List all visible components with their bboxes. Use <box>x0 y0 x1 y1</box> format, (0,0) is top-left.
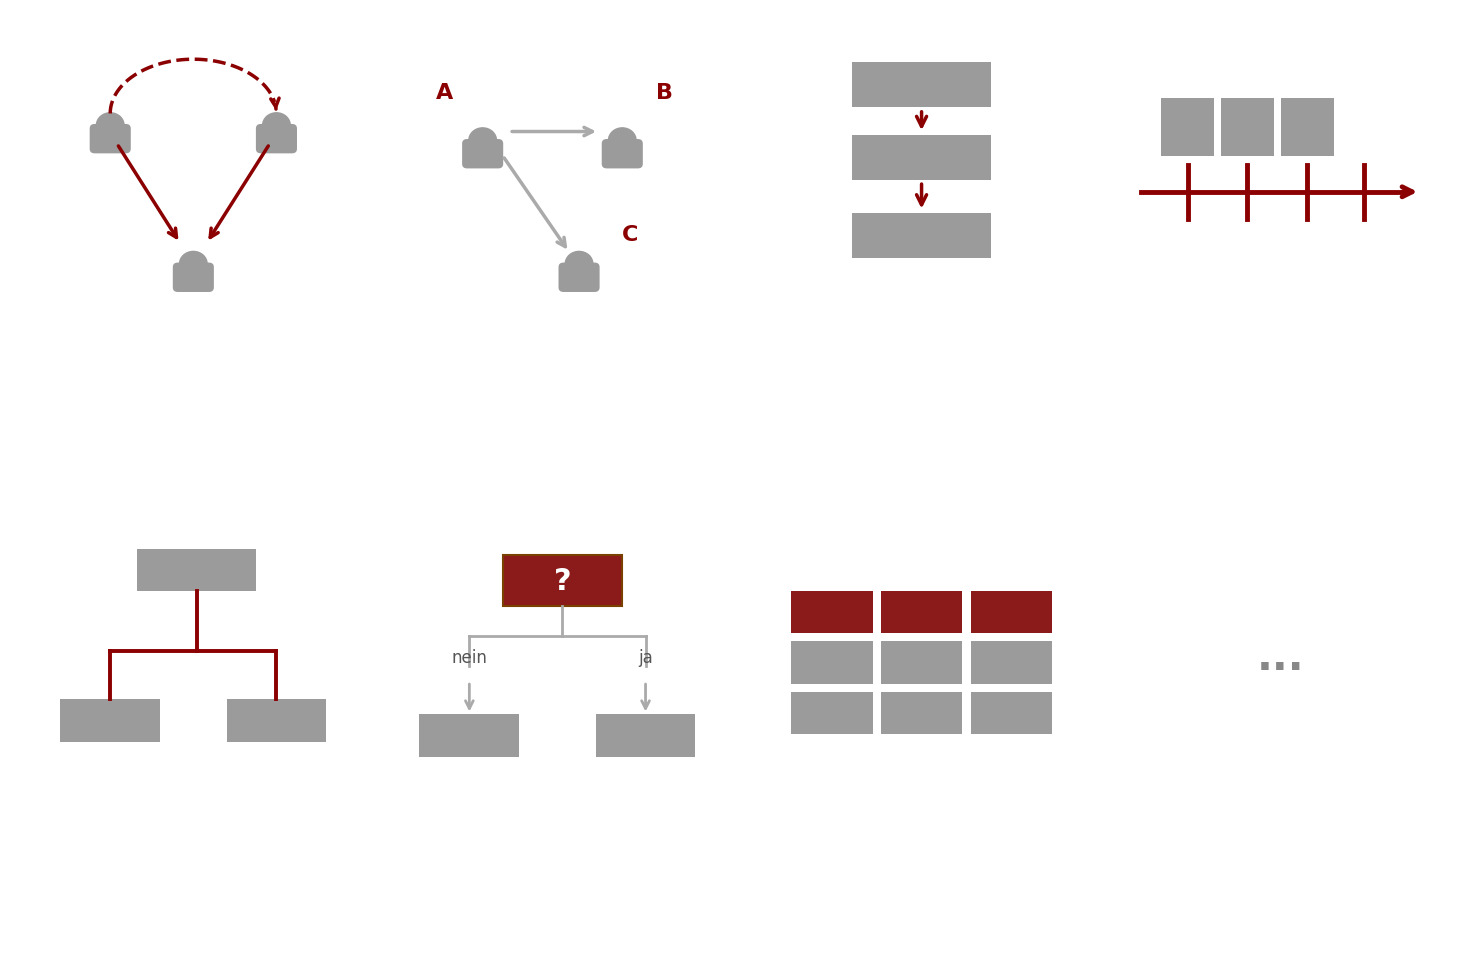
Circle shape <box>565 252 594 277</box>
FancyBboxPatch shape <box>791 591 873 633</box>
Text: B: B <box>656 84 672 103</box>
FancyBboxPatch shape <box>852 63 991 109</box>
FancyBboxPatch shape <box>137 549 257 591</box>
Text: Baumstrukturbild: Baumstrukturbild <box>86 860 321 884</box>
FancyBboxPatch shape <box>595 715 696 756</box>
FancyBboxPatch shape <box>601 140 643 169</box>
Text: Sachverhalts-
skizze: Sachverhalts- skizze <box>470 363 654 415</box>
Text: ?: ? <box>554 566 571 595</box>
Circle shape <box>180 252 208 277</box>
FancyBboxPatch shape <box>881 591 962 633</box>
Text: Entscheidungs-
diagramm: Entscheidungs- diagramm <box>460 847 665 899</box>
Text: Zeitstrahl: Zeitstrahl <box>1215 378 1346 402</box>
FancyBboxPatch shape <box>971 642 1052 684</box>
Text: ...: ... <box>1257 636 1304 678</box>
Circle shape <box>96 113 125 138</box>
Text: nein: nein <box>451 649 487 666</box>
FancyBboxPatch shape <box>227 700 326 742</box>
FancyBboxPatch shape <box>791 642 873 684</box>
FancyBboxPatch shape <box>420 715 519 756</box>
FancyBboxPatch shape <box>89 125 131 154</box>
Text: ja: ja <box>638 649 653 666</box>
Text: Rechtsmodell-
skizze: Rechtsmodell- skizze <box>108 363 298 415</box>
FancyBboxPatch shape <box>1281 99 1334 157</box>
FancyBboxPatch shape <box>791 692 873 734</box>
FancyBboxPatch shape <box>1160 99 1214 157</box>
Text: A: A <box>436 84 454 103</box>
FancyBboxPatch shape <box>1221 99 1275 157</box>
Circle shape <box>469 129 497 154</box>
FancyBboxPatch shape <box>852 213 991 259</box>
FancyBboxPatch shape <box>462 140 503 169</box>
FancyBboxPatch shape <box>503 555 622 606</box>
FancyBboxPatch shape <box>881 692 962 734</box>
FancyBboxPatch shape <box>255 125 297 154</box>
Text: ...: ... <box>1267 860 1294 884</box>
Circle shape <box>608 129 637 154</box>
FancyBboxPatch shape <box>881 642 962 684</box>
Text: Tabelle: Tabelle <box>874 860 969 884</box>
FancyBboxPatch shape <box>852 136 991 181</box>
Text: C: C <box>622 225 638 245</box>
FancyBboxPatch shape <box>61 700 160 742</box>
FancyBboxPatch shape <box>971 692 1052 734</box>
FancyBboxPatch shape <box>172 263 214 293</box>
FancyBboxPatch shape <box>558 263 600 293</box>
Circle shape <box>263 113 291 138</box>
FancyBboxPatch shape <box>971 591 1052 633</box>
Text: Prozesschart: Prozesschart <box>835 378 1008 402</box>
